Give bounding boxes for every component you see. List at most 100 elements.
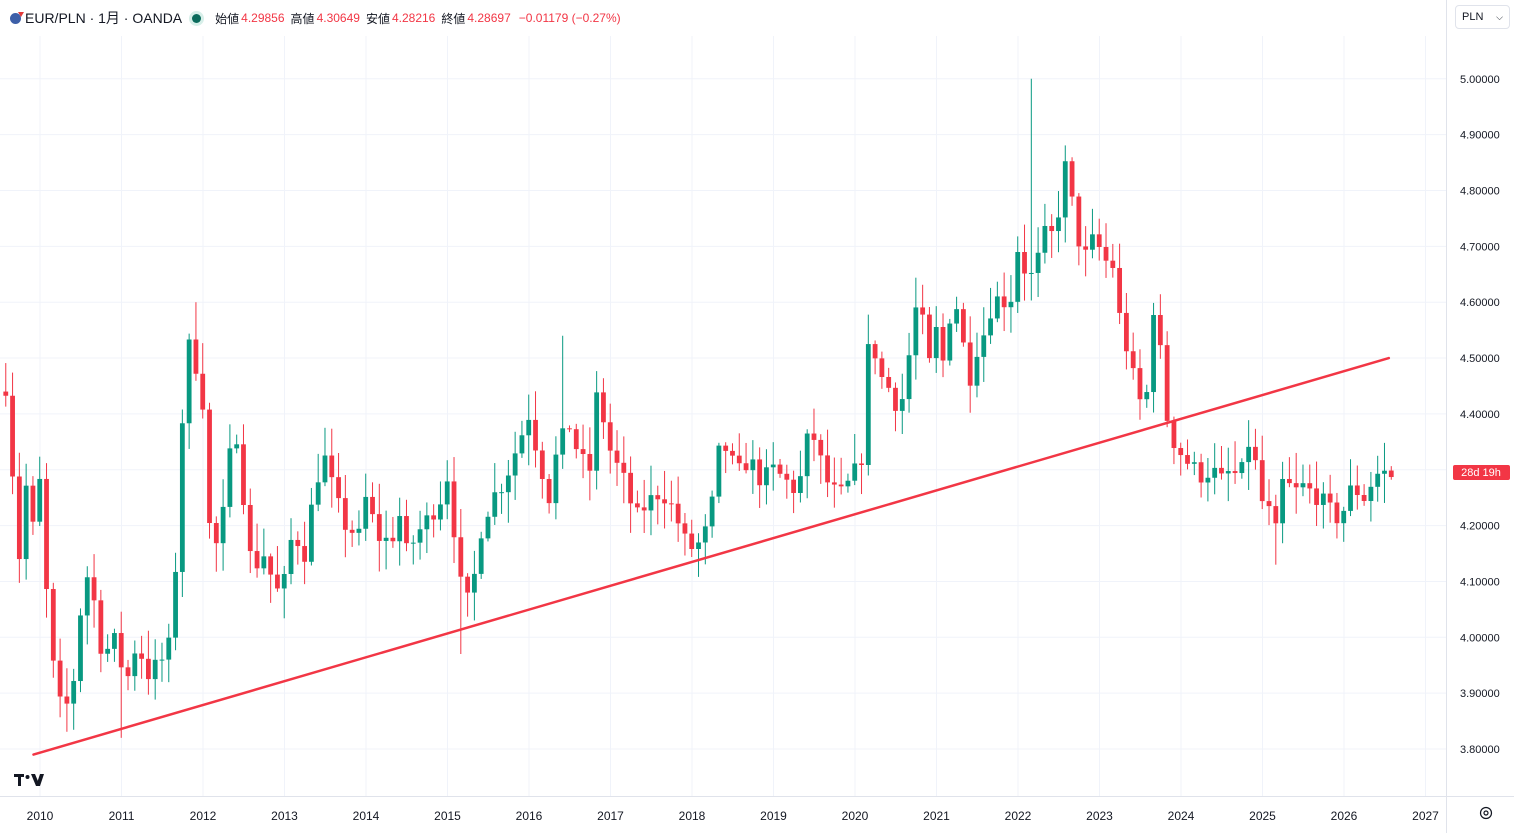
candle-body bbox=[933, 326, 939, 359]
candle-body bbox=[981, 335, 987, 357]
candle-body bbox=[227, 448, 233, 507]
gear-icon[interactable] bbox=[1479, 806, 1493, 820]
candle-body bbox=[492, 492, 498, 517]
candle-body bbox=[954, 309, 960, 324]
candle-body bbox=[1280, 478, 1286, 524]
candle-body bbox=[533, 419, 538, 451]
candle-body bbox=[750, 459, 756, 471]
candle-body bbox=[234, 444, 240, 449]
candle-body bbox=[261, 556, 267, 569]
candle-body bbox=[1361, 495, 1367, 501]
candle-body bbox=[1001, 296, 1007, 308]
candle-body bbox=[621, 462, 627, 473]
candle-body bbox=[1198, 462, 1204, 483]
candle-body bbox=[743, 463, 749, 471]
candle-body bbox=[397, 516, 403, 542]
candle-body bbox=[655, 495, 661, 500]
candle-body bbox=[1151, 315, 1156, 393]
x-tick-label: 2014 bbox=[353, 809, 380, 823]
candle-body bbox=[431, 515, 437, 520]
candle-body bbox=[1178, 448, 1184, 456]
candle-body bbox=[573, 429, 579, 450]
candle-body bbox=[322, 455, 328, 483]
candle-body bbox=[390, 537, 396, 542]
y-tick-label: 3.80000 bbox=[1460, 744, 1500, 756]
market-status-icon bbox=[192, 13, 202, 23]
y-tick-label: 4.50000 bbox=[1460, 353, 1500, 365]
candle-body bbox=[838, 484, 844, 487]
candle-body bbox=[336, 477, 341, 499]
candle-body bbox=[553, 454, 559, 504]
x-tick-label: 2011 bbox=[109, 809, 135, 823]
x-tick-label: 2010 bbox=[27, 809, 54, 823]
candle-body bbox=[410, 542, 416, 544]
candle-body bbox=[1246, 446, 1252, 463]
candle-body bbox=[193, 339, 199, 374]
candle-body bbox=[988, 318, 993, 336]
trend-line bbox=[32, 356, 1391, 756]
candle-body bbox=[641, 507, 647, 511]
candle-body bbox=[64, 696, 70, 704]
candle-body bbox=[662, 499, 667, 504]
symbol-title[interactable]: EUR/PLN · 1月 · OANDA bbox=[25, 10, 183, 26]
candle-body bbox=[1307, 483, 1313, 489]
x-tick-label: 2025 bbox=[1249, 809, 1276, 823]
candle-body bbox=[859, 463, 864, 465]
candle-body bbox=[417, 529, 423, 543]
candle-body bbox=[1314, 488, 1319, 505]
candle-body bbox=[71, 681, 77, 704]
candle-body bbox=[1042, 225, 1048, 253]
y-tick-label: 3.90000 bbox=[1460, 688, 1500, 700]
candle-body bbox=[376, 514, 382, 541]
candle-body bbox=[84, 577, 90, 616]
candle-body bbox=[465, 576, 471, 593]
y-tick-label: 4.70000 bbox=[1460, 241, 1500, 253]
candle-body bbox=[825, 455, 830, 483]
candle-body bbox=[1137, 368, 1143, 400]
y-tick-label: 4.40000 bbox=[1460, 409, 1500, 421]
x-tick-label: 2015 bbox=[434, 809, 461, 823]
candle-body bbox=[295, 539, 301, 547]
candle-body bbox=[125, 667, 131, 677]
candle-body bbox=[499, 492, 504, 494]
candle-body bbox=[601, 392, 606, 423]
candle-body bbox=[1117, 267, 1123, 313]
candle-body bbox=[696, 542, 701, 549]
candle-body bbox=[50, 589, 56, 661]
candle-body bbox=[872, 344, 878, 359]
candle-body bbox=[1049, 225, 1055, 232]
candle-body bbox=[1103, 246, 1109, 261]
candle-body bbox=[764, 467, 769, 486]
candle-body bbox=[770, 464, 776, 468]
candle-body bbox=[220, 506, 226, 544]
candle-body bbox=[247, 504, 253, 552]
candle-body bbox=[709, 496, 715, 527]
candle-body bbox=[132, 653, 138, 677]
candle-body bbox=[37, 478, 43, 522]
candle-body bbox=[1232, 471, 1238, 474]
candle-body bbox=[539, 450, 545, 479]
candle-body bbox=[159, 659, 165, 661]
candle-body bbox=[614, 450, 620, 463]
candle-body bbox=[1212, 467, 1218, 478]
candle-body bbox=[804, 433, 810, 477]
currency-button[interactable]: PLN ⌵ bbox=[1455, 5, 1510, 29]
candle-body bbox=[356, 528, 362, 533]
candle-body bbox=[145, 658, 151, 680]
close-label: 終値 bbox=[441, 11, 466, 26]
candle-body bbox=[444, 481, 450, 505]
candle-body bbox=[1354, 485, 1360, 496]
candle-body bbox=[777, 464, 783, 474]
candle-body bbox=[852, 463, 858, 481]
candle-body bbox=[1015, 252, 1021, 302]
candle-body bbox=[1185, 455, 1190, 464]
countdown-label: 28d 19h bbox=[1461, 467, 1501, 479]
candle-body bbox=[105, 648, 111, 654]
candle-body bbox=[173, 571, 178, 638]
candle-body bbox=[818, 439, 824, 456]
candle-body bbox=[1259, 460, 1265, 502]
x-tick-label: 2019 bbox=[760, 809, 787, 823]
candle-body bbox=[207, 409, 212, 524]
candle-body bbox=[1008, 301, 1014, 308]
